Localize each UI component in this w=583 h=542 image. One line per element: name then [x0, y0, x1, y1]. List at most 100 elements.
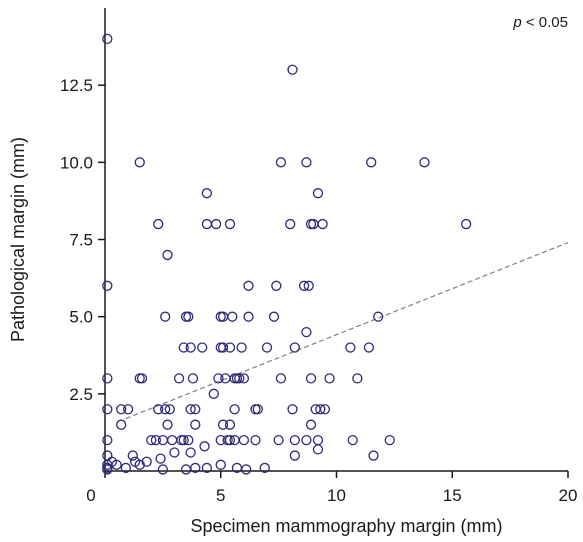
data-point: [241, 464, 252, 475]
data-point: [384, 434, 395, 446]
data-point: [201, 188, 213, 199]
x-tick-label: 15: [443, 486, 462, 505]
data-point: [238, 373, 250, 384]
data-point: [210, 218, 222, 230]
data-point: [157, 434, 169, 446]
y-tick-label: 5.0: [69, 308, 93, 327]
data-point: [102, 280, 113, 291]
data-point: [298, 280, 310, 291]
data-point: [134, 157, 145, 168]
data-point: [120, 462, 131, 474]
data-point: [317, 218, 328, 230]
data-point: [312, 434, 324, 446]
data-point: [102, 434, 113, 446]
data-point: [229, 404, 240, 415]
data-point: [224, 419, 236, 430]
data-point: [122, 404, 134, 415]
data-point: [127, 450, 138, 461]
data-point: [183, 434, 194, 446]
data-point: [238, 434, 250, 446]
x-tick-label: 5: [216, 486, 225, 505]
x-tick-label: 10: [327, 486, 346, 505]
p-threshold: < 0.05: [522, 14, 568, 31]
y-tick-label: 12.5: [60, 76, 93, 95]
data-point: [217, 342, 229, 353]
data-point: [250, 434, 261, 446]
data-point: [162, 249, 173, 261]
data-point: [185, 404, 196, 415]
data-point: [275, 157, 287, 168]
data-point: [268, 311, 280, 322]
data-point: [197, 342, 208, 353]
data-point: [157, 464, 169, 475]
data-point: [162, 419, 173, 430]
data-point: [301, 434, 312, 446]
data-point: [285, 218, 296, 230]
data-point: [224, 218, 236, 230]
data-point: [419, 157, 430, 168]
data-point: [289, 450, 300, 461]
data-point: [116, 404, 127, 415]
data-point: [111, 459, 122, 470]
data-point: [153, 404, 164, 415]
data-point: [116, 419, 127, 430]
data-point: [368, 450, 379, 461]
data-point: [102, 373, 113, 384]
data-point: [180, 464, 192, 475]
data-point: [301, 157, 312, 168]
data-point: [153, 218, 164, 230]
data-point: [199, 441, 210, 452]
data-point: [305, 373, 317, 384]
p-symbol: p: [512, 14, 521, 31]
data-point: [352, 373, 363, 384]
data-point: [160, 311, 171, 322]
x-tick-label: 0: [86, 486, 95, 505]
y-tick-label: 2.5: [69, 385, 93, 404]
data-point: [227, 311, 238, 322]
data-point: [303, 280, 314, 291]
data-point: [169, 447, 180, 458]
p-value-annotation: p < 0.05: [512, 14, 568, 31]
x-axis-title: Specimen mammography margin (mm): [190, 516, 502, 536]
data-point: [271, 280, 282, 291]
data-point: [208, 388, 219, 399]
data-point: [178, 434, 189, 446]
data-point: [305, 419, 317, 430]
data-point: [178, 342, 189, 353]
data-point: [287, 404, 298, 415]
data-point: [134, 459, 145, 470]
data-point: [347, 434, 358, 446]
data-point: [312, 188, 324, 199]
data-point: [141, 456, 152, 467]
y-tick-label: 10.0: [60, 153, 93, 172]
data-point: [301, 326, 312, 338]
data-point: [150, 434, 162, 446]
data-point: [190, 404, 201, 415]
data-point: [102, 33, 113, 45]
data-point: [166, 434, 178, 446]
ticks: 0 5 10 15 20 2.5 5.0 7.5 10.0 12.5: [60, 76, 578, 505]
data-point: [102, 464, 113, 475]
data-point: [275, 373, 287, 384]
data-point: [319, 404, 331, 415]
x-tick-label: 20: [559, 486, 578, 505]
axes: [104, 8, 568, 472]
data-point: [243, 311, 254, 322]
data-point: [273, 434, 284, 446]
data-point: [185, 447, 196, 458]
data-point: [259, 462, 270, 474]
data-point: [190, 419, 201, 430]
data-point: [201, 218, 213, 230]
data-point: [146, 434, 157, 446]
trendline: [125, 242, 569, 420]
y-tick-label: 7.5: [69, 231, 93, 250]
data-point: [102, 404, 113, 415]
data-point: [243, 280, 254, 291]
data-point: [224, 342, 236, 353]
data-point: [366, 157, 377, 168]
data-point: [312, 444, 324, 455]
data-point: [190, 462, 201, 474]
data-point: [289, 342, 300, 353]
data-point: [234, 373, 245, 384]
